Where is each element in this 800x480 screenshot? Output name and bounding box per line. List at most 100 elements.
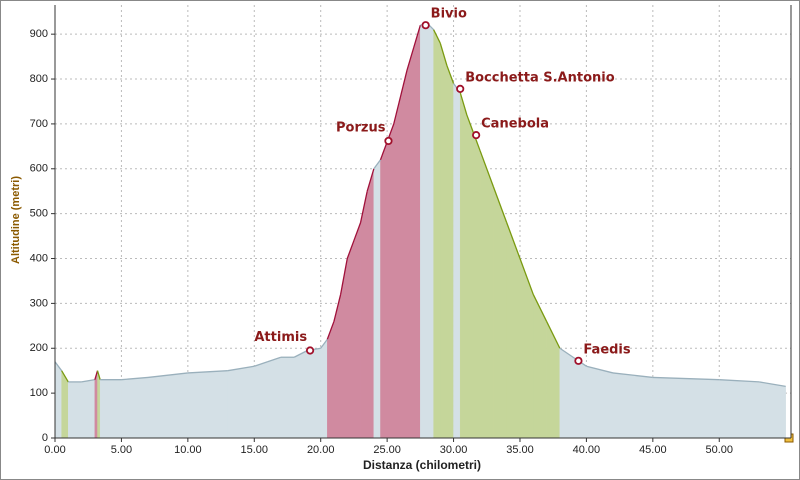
profile-segment xyxy=(147,372,188,379)
x-tick-label: 45.00 xyxy=(639,444,667,456)
area-segment xyxy=(433,29,441,439)
waypoint xyxy=(472,131,481,140)
profile-segment xyxy=(227,365,255,372)
profile-segment xyxy=(379,141,388,161)
profile-segment xyxy=(96,370,101,380)
y-tick-label: 200 xyxy=(30,342,48,354)
area-segment xyxy=(758,381,786,439)
y-tick-label: 500 xyxy=(30,208,48,220)
profile-segment xyxy=(559,347,574,358)
area-segment xyxy=(380,141,388,439)
profile-segment xyxy=(439,42,448,66)
area-segment xyxy=(293,350,308,439)
profile-segment xyxy=(373,159,382,170)
profile-segment xyxy=(532,294,548,322)
area-segment xyxy=(373,159,381,439)
profile-segment xyxy=(586,365,614,374)
profile-segment xyxy=(492,186,508,223)
x-tick-label: 30.00 xyxy=(440,444,468,456)
waypoint-label: Faedis xyxy=(583,342,630,357)
profile-segment xyxy=(94,370,99,380)
x-tick-label: 25.00 xyxy=(373,444,401,456)
waypoint-label: Attimis xyxy=(254,330,307,345)
area-segment xyxy=(327,321,335,439)
area-segment xyxy=(97,370,101,439)
area-segment xyxy=(400,70,408,439)
profile-segment xyxy=(545,321,561,349)
area-segment xyxy=(94,370,98,439)
profile-segment xyxy=(459,92,468,116)
profile-segment xyxy=(652,376,720,381)
profile-segment xyxy=(254,361,268,367)
area-segment xyxy=(227,365,255,439)
area-segment xyxy=(307,347,321,439)
profile-segment xyxy=(406,47,415,71)
profile-segment xyxy=(293,349,308,358)
profile-segment xyxy=(719,379,760,383)
y-tick-label: 700 xyxy=(30,118,48,130)
waypoint xyxy=(305,346,315,355)
x-tick-label: 40.00 xyxy=(573,444,601,456)
profile-segment xyxy=(393,96,402,125)
profile-segment xyxy=(54,361,63,372)
area-segment xyxy=(353,222,361,439)
profile-segment xyxy=(433,29,441,44)
area-segment xyxy=(320,338,328,439)
profile-segment xyxy=(81,379,95,383)
area-segment xyxy=(54,360,62,439)
profile-segment xyxy=(446,65,455,84)
profile-segment xyxy=(61,370,69,383)
area-segment xyxy=(420,22,428,439)
area-segment xyxy=(493,186,507,439)
area-segment xyxy=(147,372,189,439)
waypoint-label: Porzus xyxy=(336,120,386,135)
profile-segment xyxy=(326,321,335,340)
x-tick-label: 5.00 xyxy=(111,444,132,456)
area-segment xyxy=(81,379,96,439)
area-segment xyxy=(413,25,421,439)
y-tick-label: 0 xyxy=(42,432,48,444)
y-axis-title: Altitudine (metri) xyxy=(10,176,22,264)
area-segment xyxy=(254,361,268,439)
area-segment xyxy=(121,377,149,439)
x-tick-label: 20.00 xyxy=(307,444,335,456)
area-segment xyxy=(459,92,468,439)
profile-segment xyxy=(519,258,534,295)
area-segment xyxy=(453,82,461,439)
waypoint-label: Bocchetta S.Antonio xyxy=(465,70,615,85)
waypoint xyxy=(384,136,393,146)
profile-segment xyxy=(506,222,521,259)
profile-segment xyxy=(413,25,421,48)
y-tick-label: 800 xyxy=(30,73,48,85)
area-segment xyxy=(719,379,760,439)
profile-segment xyxy=(333,294,342,322)
area-segment xyxy=(366,168,375,439)
area-segment xyxy=(473,132,481,439)
x-tick-label: 15.00 xyxy=(241,444,269,456)
y-tick-label: 300 xyxy=(30,297,48,309)
profile-segment xyxy=(359,191,368,223)
x-tick-label: 10.00 xyxy=(174,444,202,456)
profile-segment xyxy=(320,338,328,349)
area-segment xyxy=(280,356,295,439)
area-segment xyxy=(446,65,454,439)
y-tick-label: 900 xyxy=(30,28,48,40)
area-segment xyxy=(68,381,82,439)
area-segment xyxy=(559,347,574,439)
x-tick-label: 50.00 xyxy=(705,444,733,456)
waypoint-label: Canebola xyxy=(481,117,549,132)
profile-segment xyxy=(466,114,475,134)
area-segment xyxy=(652,377,720,439)
profile-segment xyxy=(187,370,228,374)
area-segment xyxy=(426,22,434,439)
area-segment xyxy=(406,47,414,439)
profile-segment xyxy=(339,258,348,295)
area-segment xyxy=(440,43,448,439)
x-axis-title: Distanza (chilometri) xyxy=(363,458,481,472)
profile-segment xyxy=(759,381,786,388)
y-tick-label: 100 xyxy=(30,387,48,399)
area-segment xyxy=(360,191,368,439)
profile-segment xyxy=(346,240,355,259)
profile-segment xyxy=(612,372,653,379)
area-segment xyxy=(99,379,122,439)
